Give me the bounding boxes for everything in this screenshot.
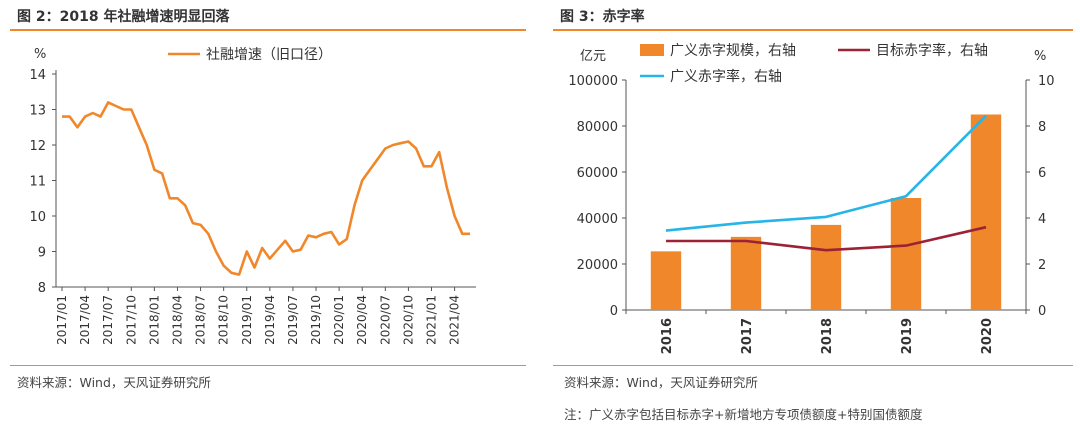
left-x-tick-label: 2018/04 [170,295,184,345]
left-source-rule [10,365,526,366]
right-target-deficit-line [666,225,987,252]
left-figure-title: 图 2：2018 年社融增速明显回落 [17,9,230,25]
left-x-tick-label: 2017/10 [124,295,138,345]
left-x-tick-label: 2017/04 [78,295,92,345]
left-legend-label: 社融增速（旧口径） [206,47,332,63]
left-title-rule [10,29,526,31]
right-bar [970,114,1002,310]
right-y-right-unit: % [1034,49,1046,64]
left-x-tick-label: 2019/07 [286,295,300,345]
left-x-tick-label: 2018/07 [194,295,208,345]
right-figure-title: 图 3：赤字率 [560,9,645,25]
left-x-tick-label: 2021/04 [448,295,462,345]
right-footnote: 注：广义赤字包括目标赤字+新增地方专项债额度+特别国债额度 [564,407,923,422]
right-title-rule [553,29,1073,31]
right-bar [650,251,682,310]
left-y-tick-label: 8 [38,281,46,296]
right-chart: 亿元 % 0 20000 40000 60000 80000 100000 0 2 4 6 8 10 201… [568,42,1055,354]
right-x-tick-label: 2018 [820,318,835,354]
left-source-note: 资料来源：Wind，天风证券研究所 [17,375,211,390]
right-y-right-tick-label: 6 [1038,166,1046,181]
left-chart: % 8 9 10 11 12 13 14 2017/01 2017/04 2017/07 2017/1… [29,47,476,345]
right-x-tick-label: 2017 [740,318,755,354]
left-x-tick-label: 2018/01 [147,295,161,345]
right-legend-swatch-bar [640,44,664,56]
left-y-tick-label: 12 [29,139,46,154]
left-series-line [62,101,470,276]
left-x-tick-label: 2017/07 [101,295,115,345]
right-y-left-tick-label: 100000 [568,74,618,89]
left-x-tick-label: 2019/10 [309,295,323,345]
left-x-tick-label: 2020/10 [401,295,415,345]
right-y-left-tick-label: 60000 [577,166,618,181]
left-x-tick-label: 2017/01 [55,295,69,345]
right-y-left-tick-label: 80000 [577,120,618,135]
left-x-tick-label: 2019/01 [240,295,254,345]
right-bar [810,224,842,310]
right-legend-label-bar: 广义赤字规模，右轴 [670,43,796,59]
right-y-right-tick-label: 10 [1038,74,1055,89]
left-x-tick-label: 2020/04 [355,295,369,345]
left-y-unit: % [34,47,46,62]
right-y-right-tick-label: 4 [1038,212,1046,227]
right-y-right-tick-label: 2 [1038,258,1046,273]
right-legend-label-target: 目标赤字率，右轴 [876,42,988,59]
left-y-tick-label: 14 [29,68,46,83]
right-x-tick-label: 2020 [980,318,995,354]
right-y-left-unit: 亿元 [580,49,606,64]
left-y-tick-label: 13 [29,104,46,119]
right-broad-deficit-line [665,114,987,232]
right-bar [730,236,762,310]
left-x-tick-label: 2020/07 [378,295,392,345]
right-bar [890,197,922,310]
left-x-tick-label: 2018/10 [217,295,231,345]
right-y-right-tick-label: 8 [1038,120,1046,135]
left-x-tick-label: 2019/04 [263,295,277,345]
left-y-tick-label: 11 [29,175,46,190]
right-y-left-tick-label: 40000 [577,212,618,227]
left-y-tick-label: 9 [38,246,46,261]
right-x-tick-label: 2016 [660,318,675,354]
left-x-tick-label: 2020/01 [332,295,346,345]
right-source-note: 资料来源：Wind，天风证券研究所 [564,375,758,390]
left-x-tick-label: 2021/01 [425,295,439,345]
right-x-tick-label: 2019 [900,318,915,354]
right-y-right-tick-label: 0 [1038,304,1046,319]
left-y-tick-label: 10 [29,210,46,225]
right-legend-label-broad: 广义赤字率，右轴 [670,68,782,85]
right-y-left-tick-label: 20000 [577,258,618,273]
right-source-rule [553,365,1073,366]
right-y-left-tick-label: 0 [610,304,618,319]
